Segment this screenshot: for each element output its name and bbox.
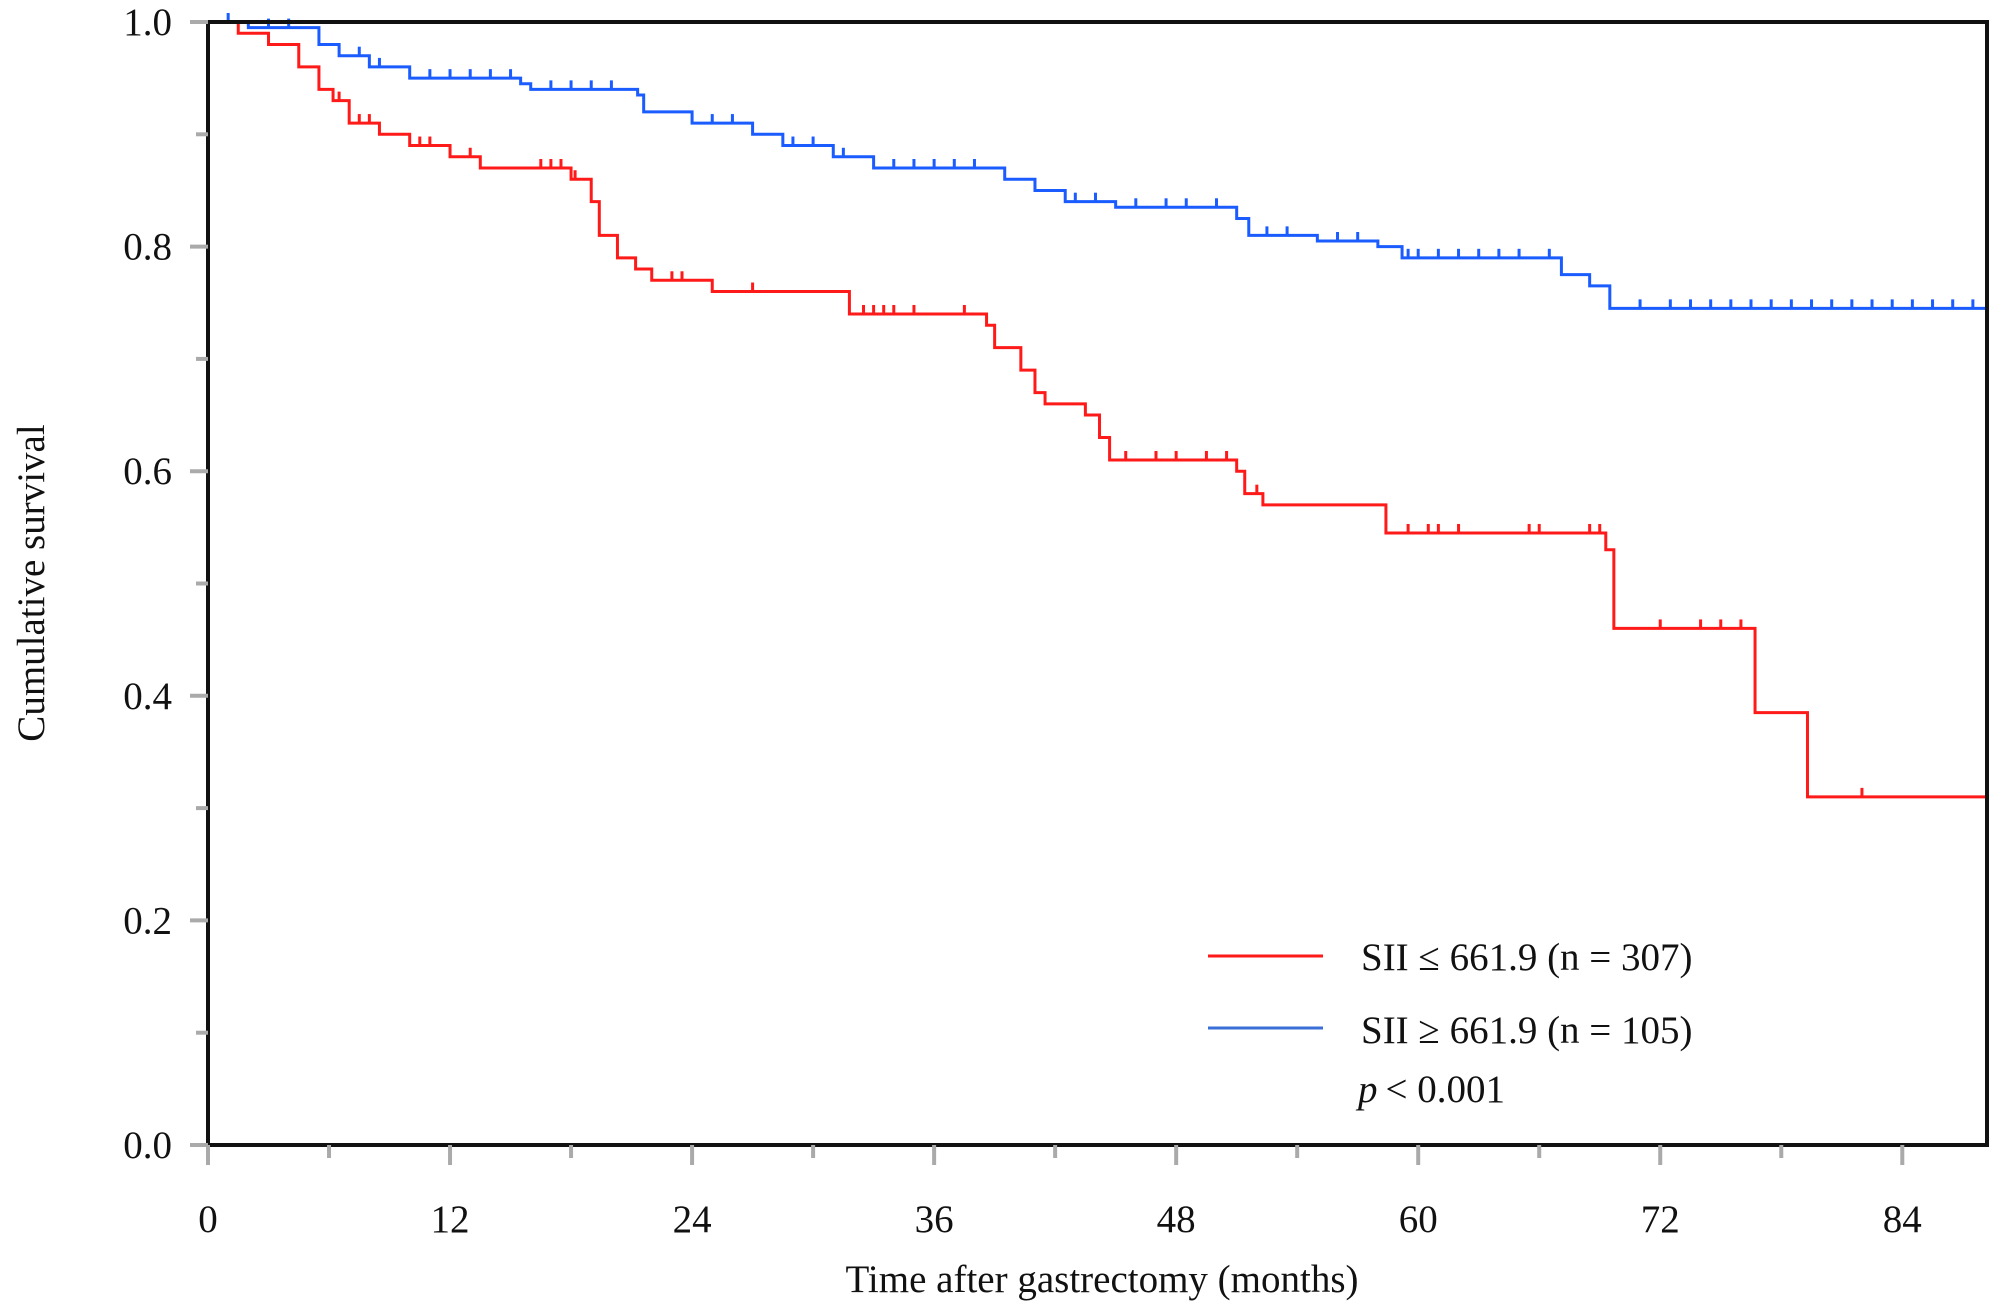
plot-frame xyxy=(206,20,1989,1147)
y-tick-label: 0.2 xyxy=(123,899,172,942)
series-1 xyxy=(208,13,1987,310)
legend-label-high-sii: SII ≥ 661.9 (n = 105) xyxy=(1361,1009,1693,1052)
x-tick-label: 48 xyxy=(1157,1198,1196,1241)
y-axis-label: Cumulative survival xyxy=(10,424,53,742)
p-value-annotation: p < 0.001 xyxy=(1355,1068,1505,1111)
y-tick-label: 1.0 xyxy=(123,1,172,44)
p-value: < 0.001 xyxy=(1386,1068,1506,1111)
y-tick-label: 0.6 xyxy=(123,450,172,493)
x-tick-label: 84 xyxy=(1883,1198,1922,1241)
series-layer xyxy=(208,13,1987,799)
legend: SII ≤ 661.9 (n = 307) SII ≥ 661.9 (n = 1… xyxy=(1208,936,1693,1111)
p-symbol: p xyxy=(1355,1068,1378,1111)
series-0 xyxy=(208,20,1987,799)
x-tick-label: 24 xyxy=(673,1198,712,1241)
legend-label-low-sii: SII ≤ 661.9 (n = 307) xyxy=(1361,936,1693,979)
x-tick-label: 36 xyxy=(915,1198,954,1241)
survival-curve-0 xyxy=(208,20,1987,799)
x-tick-label: 0 xyxy=(198,1198,218,1241)
x-tick-label: 72 xyxy=(1641,1198,1680,1241)
x-tick-label: 60 xyxy=(1399,1198,1438,1241)
y-tick-label: 0.4 xyxy=(123,675,172,718)
survival-curve-1 xyxy=(208,20,1987,310)
y-tick-label: 0.0 xyxy=(123,1124,172,1167)
x-tick-label: 12 xyxy=(431,1198,470,1241)
x-axis: 0 12 24 36 48 60 72 84 xyxy=(198,1145,1922,1241)
x-axis-label: Time after gastrectomy (months) xyxy=(845,1258,1358,1301)
y-axis: 0.0 0.2 0.4 0.6 0.8 1.0 xyxy=(123,1,208,1167)
y-tick-label: 0.8 xyxy=(123,226,172,269)
